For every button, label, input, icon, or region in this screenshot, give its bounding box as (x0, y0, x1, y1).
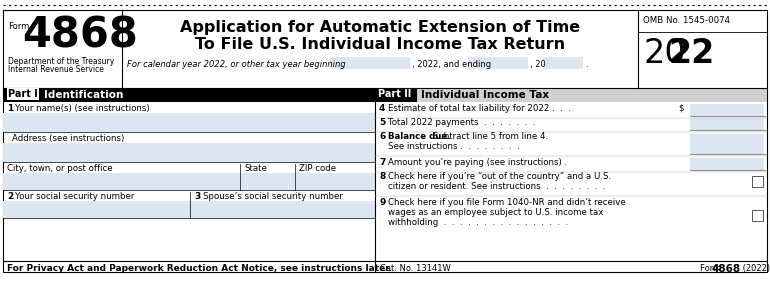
Text: Subtract line 5 from line 4.: Subtract line 5 from line 4. (430, 132, 548, 141)
Text: Internal Revenue Service: Internal Revenue Service (8, 65, 104, 74)
Text: .: . (585, 60, 588, 69)
Text: Form: Form (8, 22, 29, 31)
Text: 6: 6 (379, 132, 385, 141)
Text: 2: 2 (7, 192, 13, 201)
Text: 22: 22 (668, 37, 715, 70)
Text: To File U.S. Individual Income Tax Return: To File U.S. Individual Income Tax Retur… (195, 37, 565, 52)
Text: 8: 8 (379, 172, 385, 181)
Text: Amount you’re paying (see instructions) .: Amount you’re paying (see instructions) … (388, 158, 567, 167)
Text: 4868: 4868 (712, 264, 741, 274)
Text: Spouse’s social security number: Spouse’s social security number (203, 192, 343, 201)
Text: City, town, or post office: City, town, or post office (7, 164, 112, 173)
Text: Balance due.: Balance due. (388, 132, 450, 141)
Text: ZIP code: ZIP code (299, 164, 336, 173)
Text: Your name(s) (see instructions): Your name(s) (see instructions) (15, 104, 149, 113)
Text: Total 2022 payments  .  .  .  .  .  .  .: Total 2022 payments . . . . . . . (388, 118, 535, 127)
Text: 1: 1 (7, 104, 13, 113)
Bar (240, 173, 295, 190)
Text: withholding  .  .  .  .  .  .  .  .  .  .  .  .  .  .  .  .: withholding . . . . . . . . . . . . . . … (388, 218, 568, 227)
Bar (3, 173, 240, 190)
Text: , 20: , 20 (530, 60, 546, 69)
Text: (2022): (2022) (740, 264, 770, 273)
Text: 4868: 4868 (22, 14, 138, 56)
Text: Estimate of total tax liability for 2022 .  .  .: Estimate of total tax liability for 2022… (388, 104, 571, 113)
Text: , 2022, and ending: , 2022, and ending (412, 60, 491, 69)
Text: Check here if you’re “out of the country” and a U.S.: Check here if you’re “out of the country… (388, 172, 611, 181)
Text: For calendar year 2022, or other tax year beginning: For calendar year 2022, or other tax yea… (127, 60, 346, 69)
Text: Check here if you file Form 1040-NR and didn’t receive: Check here if you file Form 1040-NR and … (388, 198, 626, 207)
Text: Form: Form (700, 264, 724, 273)
Text: State: State (244, 164, 267, 173)
Bar (3, 113, 375, 132)
Text: 3: 3 (194, 192, 200, 201)
Text: Identification: Identification (44, 90, 123, 100)
Bar (3, 201, 190, 218)
Text: 9: 9 (379, 198, 385, 207)
Text: wages as an employee subject to U.S. income tax: wages as an employee subject to U.S. inc… (388, 208, 604, 217)
Bar (190, 201, 375, 218)
Bar (752, 210, 763, 221)
Bar (543, 57, 583, 69)
Text: Part I: Part I (8, 89, 38, 99)
Bar (375, 88, 417, 102)
Text: 20: 20 (643, 37, 685, 70)
Text: See instructions .  .  .  .  .  .  .  .: See instructions . . . . . . . . (388, 142, 520, 151)
Bar (3, 88, 375, 102)
Text: 4: 4 (379, 104, 385, 113)
Text: For Privacy Act and Paperwork Reduction Act Notice, see instructions later.: For Privacy Act and Paperwork Reduction … (7, 264, 392, 273)
Bar (375, 88, 767, 102)
Bar (468, 57, 528, 69)
Text: Cat. No. 13141W: Cat. No. 13141W (380, 264, 450, 273)
Text: citizen or resident. See instructions  .  .  .  .  .  .  .  .: citizen or resident. See instructions . … (388, 182, 606, 191)
Bar (752, 176, 763, 187)
Text: Part II: Part II (378, 89, 411, 99)
Text: Application for Automatic Extension of Time: Application for Automatic Extension of T… (180, 20, 580, 35)
Text: 7: 7 (379, 158, 385, 167)
Text: Individual Income Tax: Individual Income Tax (421, 90, 549, 100)
Bar (690, 104, 764, 116)
Bar (690, 134, 764, 154)
Text: Your social security number: Your social security number (15, 192, 135, 201)
Bar (690, 158, 764, 170)
Text: Department of the Treasury: Department of the Treasury (8, 57, 114, 66)
Bar (3, 143, 375, 162)
Bar (690, 118, 764, 130)
Text: $: $ (678, 104, 684, 113)
Text: Address (see instructions): Address (see instructions) (12, 134, 124, 143)
Bar (330, 57, 410, 69)
Bar (295, 173, 375, 190)
Text: 5: 5 (379, 118, 385, 127)
Text: OMB No. 1545-0074: OMB No. 1545-0074 (643, 16, 730, 25)
